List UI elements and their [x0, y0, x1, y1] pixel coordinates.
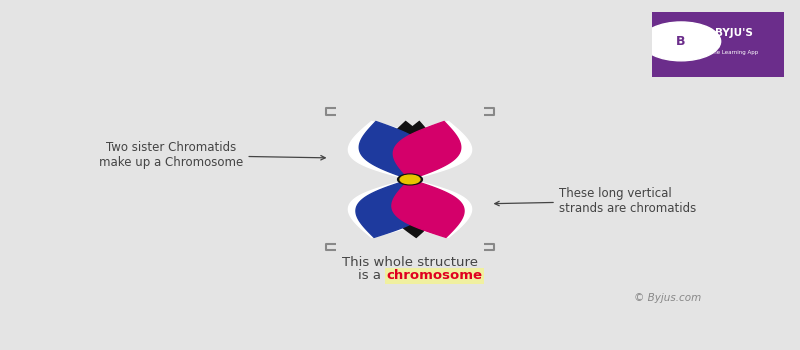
Polygon shape	[392, 180, 464, 237]
Text: The Learning App: The Learning App	[710, 50, 758, 55]
Polygon shape	[387, 180, 471, 237]
Polygon shape	[356, 180, 428, 237]
Text: Two sister Chromatids
make up a Chromosome: Two sister Chromatids make up a Chromoso…	[99, 141, 326, 169]
Polygon shape	[390, 180, 437, 237]
FancyBboxPatch shape	[646, 10, 790, 79]
Circle shape	[398, 174, 422, 185]
Circle shape	[642, 22, 721, 61]
Polygon shape	[349, 121, 433, 180]
Text: B: B	[676, 35, 686, 48]
Circle shape	[400, 175, 420, 184]
Text: This whole structure: This whole structure	[342, 256, 478, 269]
Polygon shape	[394, 121, 461, 180]
Polygon shape	[386, 121, 430, 180]
Text: is a: is a	[358, 269, 386, 282]
Polygon shape	[359, 121, 426, 180]
Polygon shape	[394, 121, 434, 180]
Text: © Byjus.com: © Byjus.com	[634, 293, 702, 303]
Polygon shape	[349, 180, 433, 237]
Text: chromosome: chromosome	[386, 269, 482, 282]
Text: BYJU'S: BYJU'S	[715, 28, 753, 38]
Text: These long vertical
strands are chromatids: These long vertical strands are chromati…	[494, 187, 696, 215]
Polygon shape	[387, 121, 471, 180]
